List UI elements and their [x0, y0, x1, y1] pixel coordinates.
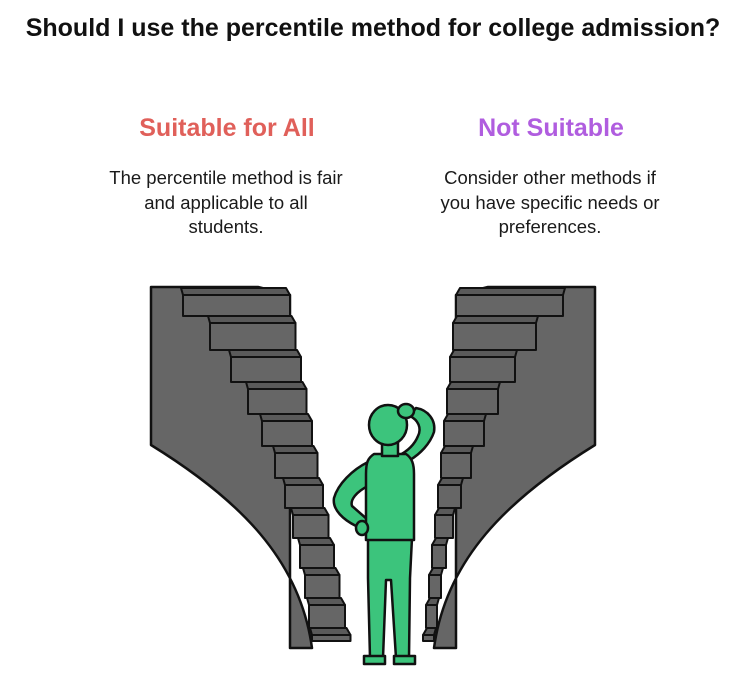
person-torso: [364, 452, 416, 542]
stair-tread: [425, 597, 440, 606]
stair-riser: [284, 484, 324, 509]
stair-riser: [274, 452, 319, 479]
stair-tread: [245, 381, 308, 390]
stair-riser: [455, 294, 564, 317]
left-staircase-icon: [149, 285, 352, 650]
person-left-shoe: [362, 654, 387, 666]
stair-riser: [230, 356, 302, 383]
stair-riser: [182, 294, 291, 317]
stair-tread: [437, 477, 464, 486]
stair-riser: [452, 322, 537, 351]
stair-tread: [449, 349, 518, 358]
stair-tread: [309, 627, 352, 636]
stair-tread: [259, 413, 313, 422]
stair-riser: [443, 420, 485, 447]
diagram-title: Should I use the percentile method for c…: [25, 14, 721, 42]
stair-riser: [261, 420, 313, 447]
stair-riser: [247, 388, 308, 415]
stair-tread: [282, 477, 324, 486]
stair-riser: [431, 544, 447, 569]
stair-tread: [455, 287, 566, 296]
option-heading-not-suitable: Not Suitable: [478, 114, 624, 142]
stair-riser: [311, 634, 352, 642]
stair-riser: [308, 604, 346, 629]
stair-tread: [452, 315, 539, 324]
person-head: [367, 403, 409, 447]
option-description-suitable: The percentile method is fair and applic…: [109, 167, 343, 237]
stair-tread: [272, 445, 319, 454]
stair-tread: [290, 507, 330, 516]
stair-tread: [207, 315, 297, 324]
stair-tread: [302, 567, 341, 576]
stair-tread: [297, 537, 335, 546]
stair-riser: [299, 544, 335, 569]
stair-riser: [422, 634, 435, 642]
stair-riser: [440, 452, 472, 479]
stair-riser: [209, 322, 297, 351]
stair-riser: [449, 356, 516, 383]
person-hand: [396, 402, 416, 420]
stair-tread: [306, 597, 346, 606]
right-staircase-icon: [422, 285, 597, 650]
option-heading-suitable: Suitable for All: [139, 114, 315, 142]
stair-riser: [446, 388, 499, 415]
stair-riser: [428, 574, 442, 599]
stair-riser: [437, 484, 462, 509]
person-hip-hand: [354, 519, 370, 537]
stair-tread: [228, 349, 302, 358]
person-thinking-icon: [332, 402, 436, 666]
stair-riser: [434, 514, 454, 539]
stair-tread: [446, 381, 501, 390]
stair-tread: [431, 537, 449, 546]
person-legs: [366, 536, 414, 660]
person-right-shoe: [392, 654, 417, 666]
stair-riser: [304, 574, 341, 599]
stair-tread: [443, 413, 487, 422]
stair-riser: [425, 604, 438, 629]
stair-tread: [180, 287, 291, 296]
stair-tread: [428, 567, 444, 576]
stair-riser: [292, 514, 330, 539]
stair-tread: [434, 507, 456, 516]
person-left-arm: [332, 460, 370, 536]
option-description-not-suitable: Consider other methods if you have speci…: [440, 167, 660, 237]
stair-tread: [422, 627, 437, 636]
stair-tread: [440, 445, 474, 454]
